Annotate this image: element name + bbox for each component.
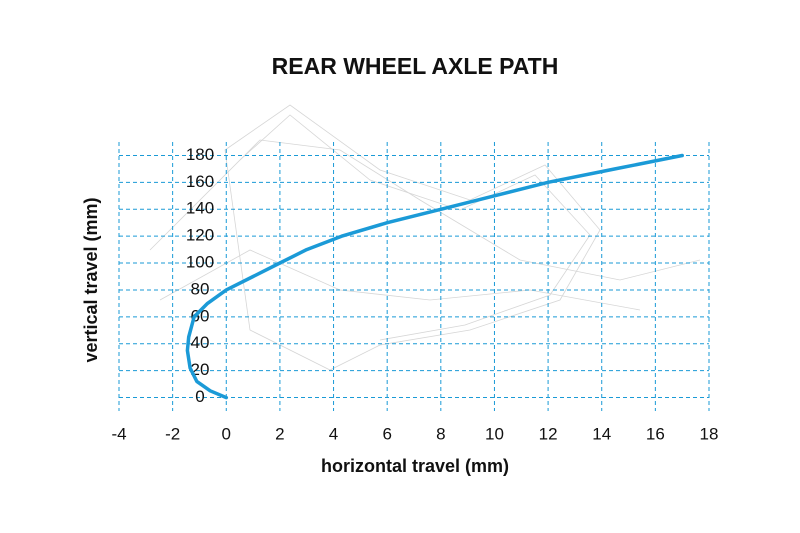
y-tick-label: 60 (191, 306, 210, 325)
data-line (185, 153, 684, 400)
x-tick-label: 14 (592, 424, 611, 443)
x-tick-label: 8 (436, 424, 445, 443)
x-axis-label: horizontal travel (mm) (321, 456, 509, 476)
x-tick-label: 2 (275, 424, 284, 443)
x-tick-label: 0 (222, 424, 231, 443)
y-tick-label: 80 (191, 279, 210, 298)
y-tick-label: 160 (186, 172, 214, 191)
background-linkage (149, 104, 701, 371)
y-tick-label: 40 (191, 333, 210, 352)
y-tick-label: 20 (191, 360, 210, 379)
x-tick-label: 6 (382, 424, 391, 443)
x-tick-label: -4 (111, 424, 126, 443)
y-tick-label: 180 (186, 145, 214, 164)
x-tick-label: 16 (646, 424, 665, 443)
x-tick-label: -2 (165, 424, 180, 443)
y-tick-label: 140 (186, 199, 214, 218)
x-tick-label: 10 (485, 424, 504, 443)
y-axis-label: vertical travel (mm) (81, 197, 101, 362)
y-tick-label: 120 (186, 226, 214, 245)
y-tick-label: 100 (186, 253, 214, 272)
chart-title: REAR WHEEL AXLE PATH (272, 53, 559, 79)
x-tick-label: 4 (329, 424, 338, 443)
x-tick-label: 18 (700, 424, 719, 443)
y-tick-label: 0 (195, 387, 204, 406)
x-tick-label: 12 (539, 424, 558, 443)
